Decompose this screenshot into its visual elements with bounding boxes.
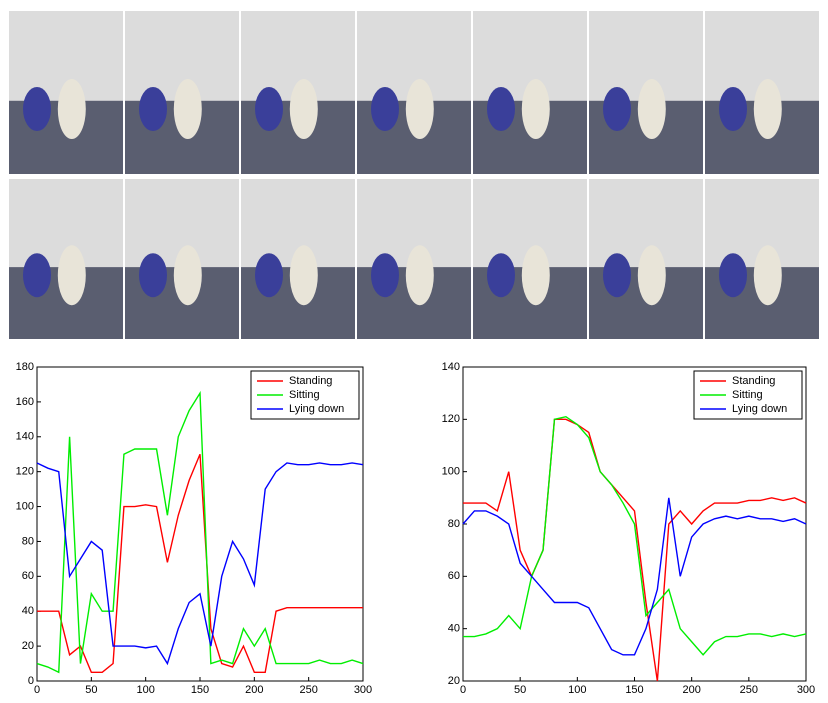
person [290,245,318,305]
chair [603,253,631,297]
y-tick-label: 80 [448,518,460,530]
person [58,245,86,305]
x-tick-label: 250 [299,684,317,696]
y-tick-label: 100 [16,500,34,512]
legend: Standing Sitting Lying down [251,371,359,419]
person [290,79,318,139]
y-tick-label: 120 [442,413,460,425]
chair [603,87,631,131]
x-tick-label: 150 [625,684,643,696]
x-tick-label: 300 [797,684,815,696]
y-tick-label: 180 [16,361,34,373]
y-tick-label: 100 [442,466,460,478]
x-tick-label: 100 [136,684,154,696]
chair [23,253,51,297]
chair [719,87,747,131]
x-tick-label: 200 [682,684,700,696]
person [406,245,434,305]
x-tick-label: 0 [460,684,466,696]
y-tick-label: 40 [22,605,34,617]
person [638,245,666,305]
y-tick-label: 120 [16,466,34,478]
legend-label: Sitting [732,389,763,401]
y-tick-label: 80 [22,535,34,547]
y-tick-label: 0 [28,675,34,687]
chair [487,253,515,297]
x-tick-label: 50 [85,684,97,696]
y-tick-label: 140 [16,431,34,443]
legend-label: Standing [732,375,775,387]
frames [8,10,820,340]
chair [139,253,167,297]
person [522,245,550,305]
chart: 0 50 100 150 200 250 300 0 20 40 60 80 100 120 140 160 1… [16,361,373,696]
legend-label: Standing [289,375,332,387]
x-tick-label: 150 [191,684,209,696]
y-tick-label: 20 [22,640,34,652]
chair [371,253,399,297]
y-tick-label: 20 [448,675,460,687]
y-tick-label: 60 [22,570,34,582]
chair [719,253,747,297]
figure: 0501001502002503000204060801001201401601… [0,0,828,698]
x-tick-label: 50 [514,684,526,696]
person [174,79,202,139]
y-tick-label: 60 [448,570,460,582]
legend-label: Sitting [289,389,320,401]
x-tick-label: 300 [354,684,372,696]
x-tick-label: 100 [568,684,586,696]
person [58,79,86,139]
chair [255,87,283,131]
chart: 0 50 100 150 200 250 300 20 40 60 80 100 120 140 Stand… [442,361,816,696]
person [638,79,666,139]
x-tick-label: 200 [245,684,263,696]
legend-label: Lying down [732,403,787,415]
y-tick-label: 160 [16,396,34,408]
y-tick-label: 140 [442,361,460,373]
chair [23,87,51,131]
x-tick-label: 250 [740,684,758,696]
person [522,79,550,139]
person [754,79,782,139]
chair [371,87,399,131]
person [174,245,202,305]
legend-label: Lying down [289,403,344,415]
person [754,245,782,305]
chair [255,253,283,297]
legend: Standing Sitting Lying down [694,371,802,419]
y-tick-label: 40 [448,623,460,635]
photo-strip [8,10,820,340]
x-tick-label: 0 [34,684,40,696]
chair [487,87,515,131]
chair [139,87,167,131]
person [406,79,434,139]
